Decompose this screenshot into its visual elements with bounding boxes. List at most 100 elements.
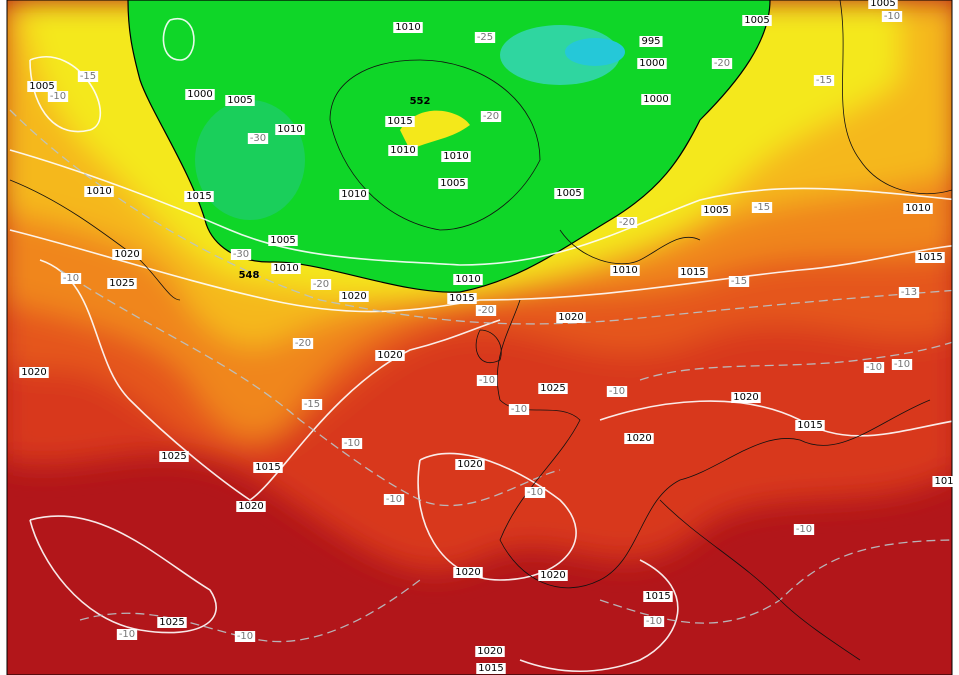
isobar-label: 1010	[388, 145, 418, 156]
isotherm-label: -30	[247, 133, 269, 144]
isotherm-label: -25	[474, 32, 496, 43]
isobar-label-box	[385, 116, 415, 127]
isotherm-label-text: -10	[609, 386, 625, 397]
isotherm-label: -10	[643, 616, 665, 627]
isotherm-label-text: -10	[50, 91, 66, 102]
isotherm-label-box	[616, 217, 638, 228]
isotherm-label: -10	[881, 11, 903, 22]
isobar-label: 1020	[475, 646, 505, 657]
isotherm-label-text: -13	[901, 287, 917, 298]
isobar-label-text: 1020	[558, 312, 583, 323]
isobar-label-text: 1000	[187, 89, 212, 100]
isobar-label: 1005	[268, 235, 298, 246]
isotherm-label-text: -10	[894, 359, 910, 370]
isotherm-label-text: -15	[731, 276, 747, 287]
isotherm-label-text: -10	[646, 616, 662, 627]
height-label: 548	[239, 270, 260, 281]
isobar-label-box	[701, 205, 731, 216]
isobar-label-box	[253, 462, 283, 473]
isobar-label-text: 1020	[733, 392, 758, 403]
map-frame	[6, 0, 953, 675]
isobar-label: 1020	[112, 249, 142, 260]
isobar-label-box	[375, 350, 405, 361]
isotherm-label-box	[891, 359, 913, 370]
isotherm-label: -20	[480, 111, 502, 122]
isobar-label-box	[475, 646, 505, 657]
isobar-label: 1010	[903, 203, 933, 214]
isotherm-label-box	[813, 75, 835, 86]
isobar-label-box	[731, 392, 761, 403]
isotherm-label-box	[881, 11, 903, 22]
isotherm-label: -15	[751, 202, 773, 213]
isotherm-label-text: -30	[233, 249, 249, 260]
isobar-label-text: 1020	[457, 459, 482, 470]
isotherm-label-text: -15	[80, 71, 96, 82]
isobar-label-text: 1005	[270, 235, 295, 246]
isotherm-label-box	[383, 494, 405, 505]
isobar-label: 1020	[624, 433, 654, 444]
isobar-label-box	[453, 567, 483, 578]
cold-core	[565, 38, 625, 66]
isobar-label-text: 1010	[277, 124, 302, 135]
isotherm-label: -10	[383, 494, 405, 505]
isobar-label: 1015	[476, 663, 506, 674]
isotherm-label: -20	[310, 279, 332, 290]
isobar-label: 1005	[554, 188, 584, 199]
isobar-label: 1000	[641, 94, 671, 105]
isotherm-label-box	[310, 279, 332, 290]
isotherm-label: -10	[60, 273, 82, 284]
isotherm-label-box	[793, 524, 815, 535]
isobar-label-text: 1020	[377, 350, 402, 361]
isobar-label-text: 1005	[556, 188, 581, 199]
isobar-label-text: 1020	[238, 501, 263, 512]
isobar-label: 995	[639, 36, 663, 47]
isotherm-label: -10	[524, 487, 546, 498]
isobar-label-text: 1015	[645, 591, 670, 602]
isotherm-label-box	[480, 111, 502, 122]
isobar-label-box	[159, 451, 189, 462]
isobar-label-box	[643, 591, 673, 602]
isobar-label: 1025	[159, 451, 189, 462]
isotherm-label-box	[60, 273, 82, 284]
isobar-label: 1010	[610, 265, 640, 276]
isobar-label-box	[268, 235, 298, 246]
isobar-label-box	[476, 663, 506, 674]
isobar-label: 1020	[538, 570, 568, 581]
isotherm-label: -20	[616, 217, 638, 228]
isobar-label: 1005	[438, 178, 468, 189]
isotherm-label-box	[247, 133, 269, 144]
isobar-label-text: 1020	[477, 646, 502, 657]
isobar-label: 1015	[385, 116, 415, 127]
isotherm-label: -10	[234, 631, 256, 642]
isobars	[9, 17, 952, 673]
isotherm-label-text: -10	[386, 494, 402, 505]
isotherm-label-text: -15	[304, 399, 320, 410]
isobar-label-box	[932, 476, 956, 487]
isobar-label-box	[271, 263, 301, 274]
isotherm-label: -13	[898, 287, 920, 298]
isobar-label-box	[441, 151, 471, 162]
isobar-label-text: 1010	[612, 265, 637, 276]
isobar-label-box	[742, 15, 772, 26]
isobar-label-box	[236, 501, 266, 512]
isotherm-label-box	[474, 32, 496, 43]
isobar-label-text: 1015	[797, 420, 822, 431]
isobar-label: 1005	[742, 15, 772, 26]
isobar-label-box	[393, 22, 423, 33]
isobar-label: 1000	[185, 89, 215, 100]
isobar-label-text: 1015	[680, 267, 705, 278]
isotherm-label-text: -10	[884, 11, 900, 22]
isobar-label-box	[447, 293, 477, 304]
isobar-label-box	[795, 420, 825, 431]
isotherm-label-box	[116, 629, 138, 640]
isobar-label-text: 1010	[395, 22, 420, 33]
isobar-label-text: 1005	[870, 0, 895, 9]
isotherm-label: -20	[711, 58, 733, 69]
isobar-label-text: 1015	[186, 191, 211, 202]
isobar-label-box	[185, 89, 215, 100]
isobar-label: 1015	[795, 420, 825, 431]
isobar-label: 1010	[271, 263, 301, 274]
isotherm-label: -15	[77, 71, 99, 82]
isobar-label-text: 1020	[455, 567, 480, 578]
isobar-label: 1025	[107, 278, 137, 289]
